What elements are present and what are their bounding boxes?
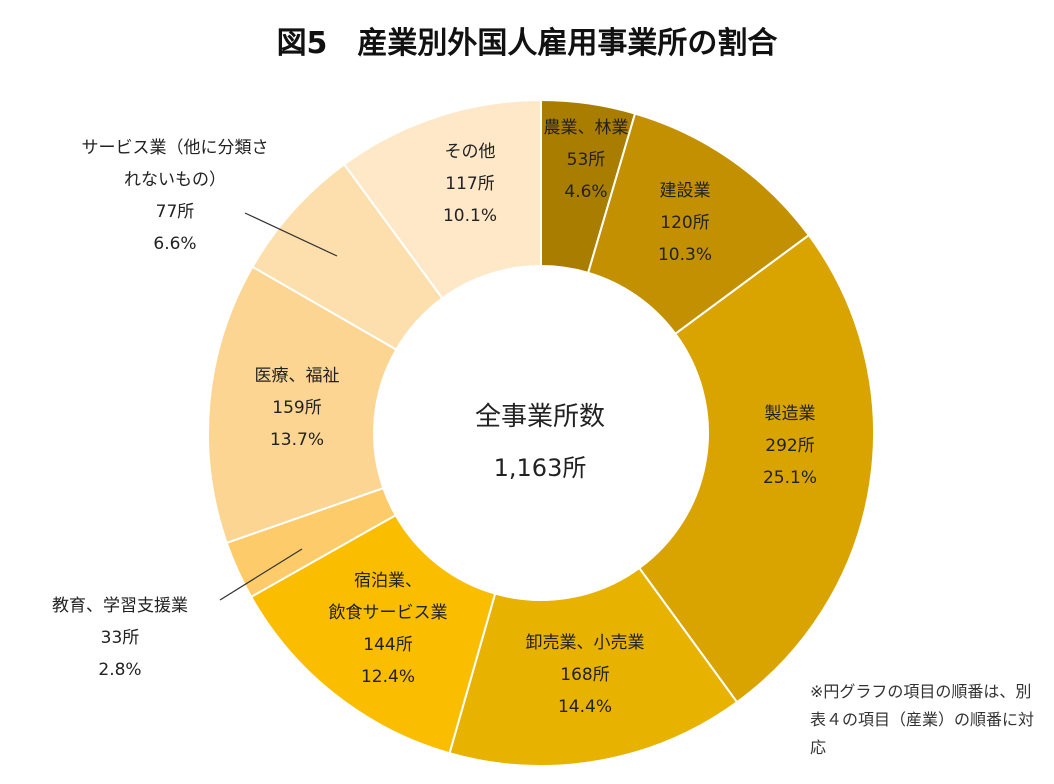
slice-percent: 14.4% bbox=[557, 697, 612, 717]
slice-count: 292所 bbox=[765, 436, 815, 456]
slice-name: 飲食サービス業 bbox=[328, 603, 448, 623]
center-total: 1,163所 bbox=[493, 454, 587, 482]
slice-percent: 10.3% bbox=[657, 245, 712, 265]
slice-name: 宿泊業、 bbox=[354, 571, 422, 591]
slice-label-2: 製造業 292所 25.1% bbox=[640, 398, 940, 494]
slice-6 bbox=[207, 265, 398, 545]
slice-name: 製造業 bbox=[764, 404, 816, 424]
slice-percent: 25.1% bbox=[762, 468, 817, 488]
slice-count: 120所 bbox=[660, 213, 710, 233]
chart-title: 図5 産業別外国人雇用事業所の割合 bbox=[276, 26, 778, 61]
center-title: 全事業所数 bbox=[474, 402, 605, 432]
slice-count: 144所 bbox=[363, 635, 413, 655]
slice-name: 農業、林業 bbox=[543, 118, 629, 138]
slice-label-8: その他 117所 10.1% bbox=[320, 136, 620, 232]
slice-label-5: 教育、学習支援業 33所 2.8% bbox=[0, 590, 270, 686]
slice-percent: 10.1% bbox=[442, 206, 497, 226]
slice-name: 医療、福祉 bbox=[254, 366, 340, 386]
slice-count: 77所 bbox=[155, 202, 195, 222]
slice-percent: 12.4% bbox=[360, 667, 415, 687]
slice-percent: 2.8% bbox=[98, 660, 142, 680]
slice-label-0: 農業、林業 53所 4.6% bbox=[436, 112, 736, 208]
slice-3 bbox=[448, 566, 739, 767]
slice-name: 卸売業、小売業 bbox=[525, 633, 645, 653]
slice-name: 教育、学習支援業 bbox=[52, 596, 188, 616]
slice-8 bbox=[342, 98, 542, 300]
slice-label-3: 卸売業、小売業 168所 14.4% bbox=[435, 627, 735, 723]
slice-name: その他 bbox=[444, 142, 496, 162]
slice-4 bbox=[249, 513, 497, 755]
slice-label-6: 医療、福祉 159所 13.7% bbox=[147, 360, 447, 456]
slice-percent: 4.6% bbox=[564, 182, 608, 202]
slice-percent: 13.7% bbox=[269, 430, 324, 450]
leader-line-7 bbox=[244, 212, 338, 257]
slice-label-1: 建設業 120所 10.3% bbox=[535, 175, 835, 271]
slice-label-7: サービス業（他に分類さ れないもの） 77所 6.6% bbox=[25, 132, 325, 260]
slice-2 bbox=[637, 233, 875, 704]
slice-percent: 6.6% bbox=[153, 234, 197, 254]
footnote: ※円グラフの項目の順番は、別表４の項目（産業）の順番に対応 bbox=[810, 682, 1035, 757]
slice-name: 建設業 bbox=[659, 181, 711, 201]
slice-name: サービス業（他に分類さ bbox=[81, 138, 269, 158]
leader-line-5 bbox=[219, 548, 303, 601]
slice-label-4: 宿泊業、飲食サービス業 144所 12.4% bbox=[238, 565, 538, 693]
slice-count: 168所 bbox=[560, 665, 610, 685]
slice-name: れないもの） bbox=[124, 170, 226, 190]
slice-count: 33所 bbox=[100, 628, 140, 648]
slice-count: 117所 bbox=[445, 174, 495, 194]
slice-count: 159所 bbox=[272, 398, 322, 418]
slice-count: 53所 bbox=[566, 150, 606, 170]
